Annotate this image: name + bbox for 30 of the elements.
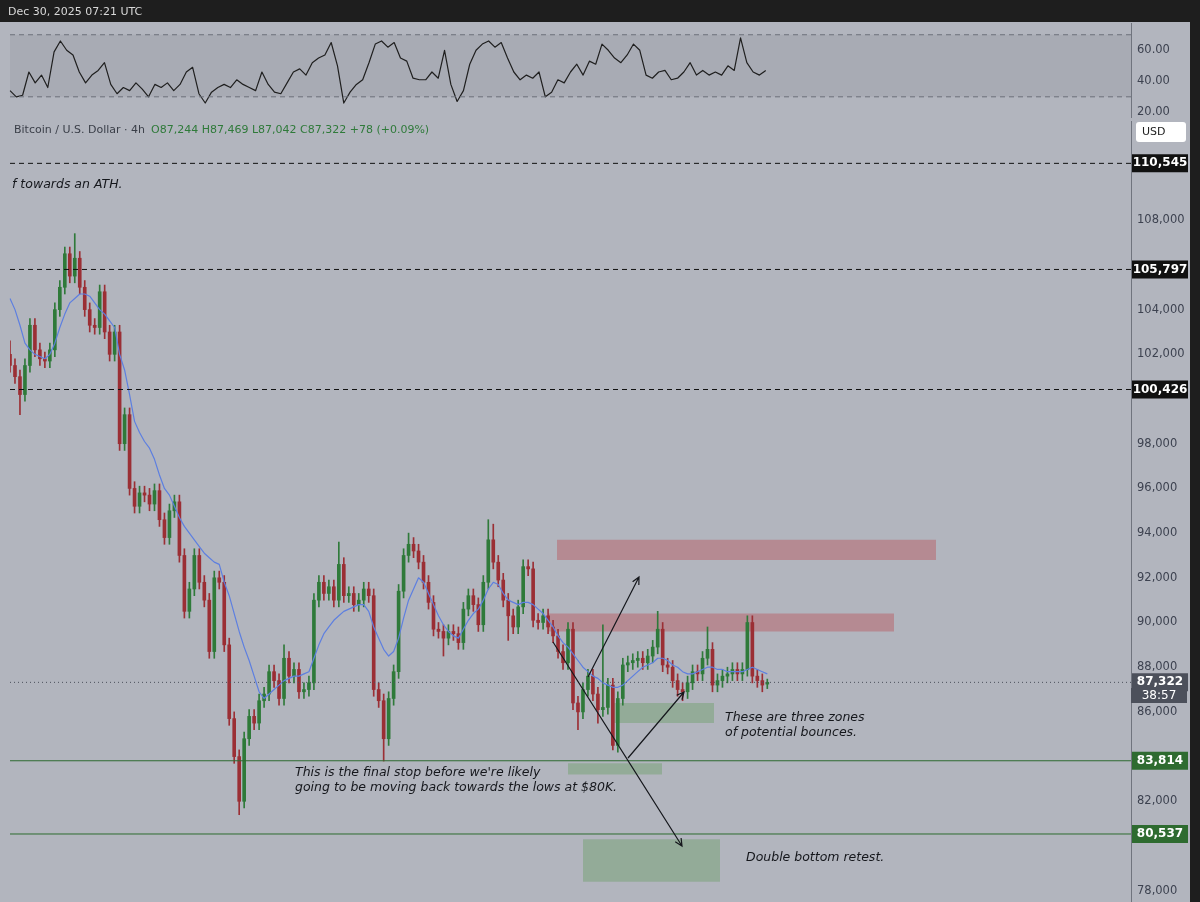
chart-title: Bitcoin / U.S. Dollar · 4h: [14, 123, 145, 136]
y-tick-label: 88,000: [1137, 659, 1178, 674]
y-tick-label: 108,000: [1137, 212, 1185, 227]
y-tick-label: 90,000: [1137, 614, 1178, 629]
y-tick-label: 20.00: [1137, 104, 1170, 119]
ref-line-label: 110,545: [1132, 155, 1188, 170]
ref-line-label: 100,426: [1132, 381, 1188, 396]
annotation: These are three zones of potential bounces.: [725, 709, 865, 739]
y-tick-label: 60.00: [1137, 42, 1170, 57]
text: USD: [1136, 122, 1186, 142]
chart-subtitle: O87,244 H87,469 L87,042 C87,322 +78 (+0.09%): [150, 123, 430, 136]
ref-line-label: 105,797: [1132, 261, 1188, 276]
annotation: Double bottom retest.: [746, 849, 885, 864]
y-tick-label: 102,000: [1137, 346, 1185, 361]
y-tick-label: 96,000: [1137, 480, 1178, 495]
y-tick-label: 40.00: [1137, 73, 1170, 88]
text: 38:57: [1131, 688, 1187, 703]
y-tick-label: 92,000: [1137, 569, 1178, 584]
annotation: f towards an ATH.: [12, 176, 123, 191]
ref-line-label: 80,537: [1136, 826, 1184, 841]
y-tick-label: 86,000: [1137, 703, 1178, 718]
ref-line-label: 87,322: [1136, 674, 1184, 689]
y-tick-label: 104,000: [1137, 301, 1185, 316]
y-tick-label: 98,000: [1137, 435, 1178, 450]
y-tick-label: 94,000: [1137, 525, 1178, 540]
ref-line-label: 83,814: [1136, 752, 1184, 767]
y-tick-label: 78,000: [1137, 882, 1178, 897]
y-tick-label: 82,000: [1137, 793, 1178, 808]
annotation: This is the final stop before we're likely going to be moving back towards the lows at $80K.: [295, 764, 618, 794]
text: Dec 30, 2025 07:21 UTC: [8, 5, 143, 18]
